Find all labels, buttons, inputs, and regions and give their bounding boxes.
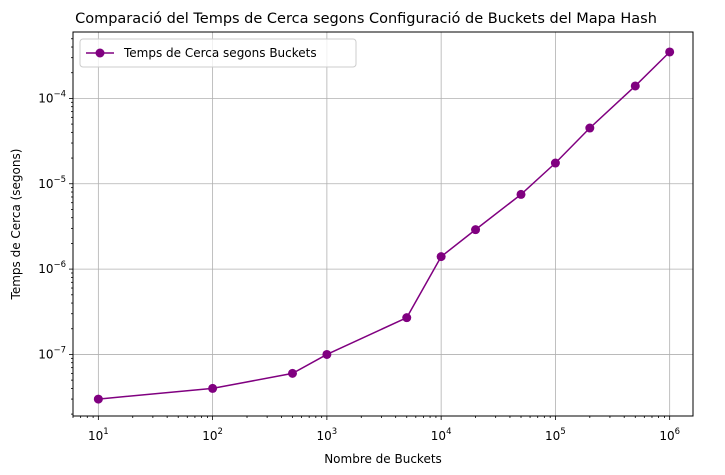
data-point bbox=[208, 383, 218, 393]
plot-area-frame bbox=[72, 31, 694, 417]
legend-marker-swatch bbox=[95, 48, 105, 58]
data-point bbox=[550, 158, 560, 168]
data-point bbox=[630, 81, 640, 91]
data-point bbox=[322, 349, 332, 359]
data-point bbox=[436, 252, 446, 262]
x-tick-label: 102 bbox=[202, 427, 223, 443]
series-line bbox=[98, 51, 671, 400]
data-point bbox=[516, 189, 526, 199]
series bbox=[93, 47, 675, 404]
x-tick-label: 103 bbox=[317, 427, 338, 443]
y-tick-label: 10−7 bbox=[38, 345, 66, 361]
x-tick-label: 104 bbox=[431, 427, 452, 443]
grid bbox=[73, 32, 693, 416]
y-axis-title: Temps de Cerca (segons) bbox=[9, 149, 23, 301]
y-tick-label: 10−5 bbox=[38, 175, 66, 191]
legend-box bbox=[79, 38, 357, 68]
y-tick-label: 10−4 bbox=[38, 89, 66, 105]
data-point bbox=[665, 47, 675, 57]
data-point bbox=[402, 313, 412, 323]
data-point bbox=[287, 368, 297, 378]
legend: Temps de Cerca segons Buckets bbox=[79, 38, 357, 68]
data-point bbox=[585, 123, 595, 133]
x-axis-title: Nombre de Buckets bbox=[324, 452, 442, 466]
x-tick-label: 101 bbox=[88, 427, 109, 443]
legend-label: Temps de Cerca segons Buckets bbox=[123, 46, 317, 60]
chart-title: Comparació del Temps de Cerca segons Con… bbox=[75, 11, 657, 27]
data-point bbox=[93, 394, 103, 404]
x-tick-label: 106 bbox=[659, 427, 680, 443]
data-point bbox=[471, 225, 481, 235]
x-tick-label: 105 bbox=[545, 427, 566, 443]
y-tick-label: 10−6 bbox=[38, 260, 66, 276]
axis-ticks: 101 102 103 104 105 106 10−7 10−6 10−5 10−4 bbox=[38, 38, 680, 443]
